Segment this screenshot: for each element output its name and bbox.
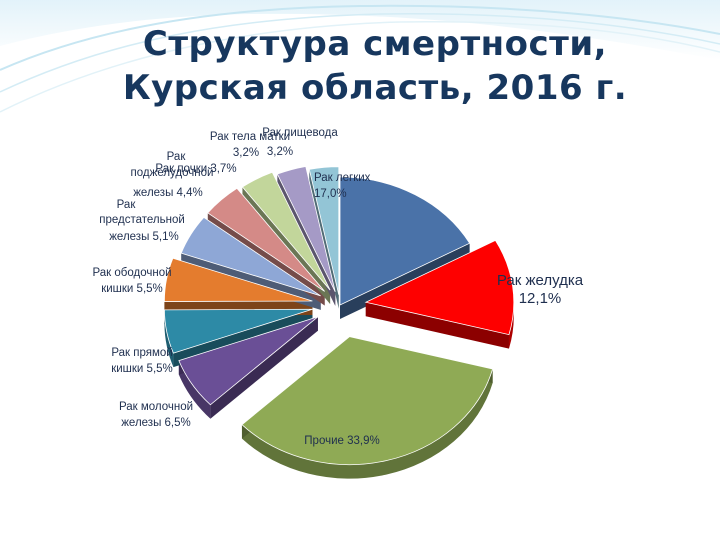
pie-slice-4[interactable]: [178, 316, 319, 406]
pie-slice-3[interactable]: [241, 336, 494, 466]
slice-label-9: Рак почки 3,7%: [155, 163, 236, 175]
slice-label-5: Рак прямой кишки 5,5%: [111, 347, 173, 375]
slice-side-3: [241, 369, 493, 479]
slice-wall-2-2: [365, 302, 509, 349]
pie-slice-9[interactable]: [241, 171, 331, 291]
slice-label-line: Рак молочной: [119, 401, 193, 413]
slice-label-line: Рак почки 3,7%: [155, 163, 236, 175]
pie-slice-10[interactable]: [276, 165, 336, 293]
slice-label-1: Рак легких 17,0%: [314, 172, 371, 200]
pie-slice-11[interactable]: [308, 166, 340, 295]
slice-label-2: Рак желудка 12,1%: [497, 272, 584, 307]
slice-label-3: Прочие 33,9%: [304, 435, 379, 447]
pie-labels: Рак легких 17,0% Рак желудка 12,1% Прочие 33…: [92, 127, 583, 447]
slice-label-4: Рак молочной железы 6,5%: [119, 401, 193, 429]
slice-label-6: Рак ободочной кишки 5,5%: [92, 267, 171, 295]
slice-label-line: поджелудочной: [131, 167, 214, 179]
slice-label-line: Рак легких: [314, 172, 371, 184]
slice-label-line: Прочие 33,9%: [304, 435, 379, 447]
slice-label-line: железы 5,1%: [109, 231, 179, 243]
slice-label-line: железы 6,5%: [121, 417, 191, 429]
slice-label-line: 3,2%: [267, 146, 293, 158]
slice-label-7: Рак предстательной железы 5,1%: [99, 199, 185, 243]
pie-slice-1[interactable]: [339, 176, 471, 306]
slice-label-line: предстательной: [99, 214, 185, 226]
slice-label-line: Рак: [117, 199, 137, 211]
slice-label-line: 12,1%: [519, 290, 562, 307]
pie-slice-8[interactable]: [207, 187, 325, 292]
pie-slices: [163, 165, 515, 479]
slice-side-4: [178, 360, 211, 419]
pie-slice-5[interactable]: [164, 308, 313, 354]
slice-label-line: кишки 5,5%: [101, 283, 163, 295]
pie-slice-6[interactable]: [163, 257, 313, 302]
pie-slice-7[interactable]: [180, 216, 321, 297]
slice-label-line: Рак прямой: [111, 347, 172, 359]
slice-label-line: Рак желудка: [497, 272, 584, 289]
slice-label-line: Рак: [167, 151, 187, 163]
slice-label-line: Рак ободочной: [92, 267, 171, 279]
slice-label-10: Рак тела матки 3,2%: [210, 131, 290, 159]
slice-label-8: Рак поджелудочной железы 4,4%: [131, 151, 214, 199]
slice-wall-4-1: [210, 316, 318, 419]
slice-label-line: железы 4,4%: [133, 187, 203, 199]
title-line-2: Курская область, 2016 г.: [122, 68, 628, 108]
slice-label-line: Рак пищевода: [262, 127, 338, 139]
pie-slice-2[interactable]: [364, 239, 515, 336]
slice-label-line: Рак тела матки: [210, 131, 290, 143]
slice-side-5: [164, 309, 174, 368]
slice-label-line: 3,2%: [233, 147, 259, 159]
title-line-1: Структура смертности,: [142, 24, 608, 64]
slice-label-line: кишки 5,5%: [111, 363, 173, 375]
slice-label-line: 17,0%: [314, 188, 347, 200]
slice-label-11: Рак пищевода 3,2%: [262, 127, 338, 158]
chart-title: Структура смертности, Курская область, 2…: [0, 22, 720, 110]
